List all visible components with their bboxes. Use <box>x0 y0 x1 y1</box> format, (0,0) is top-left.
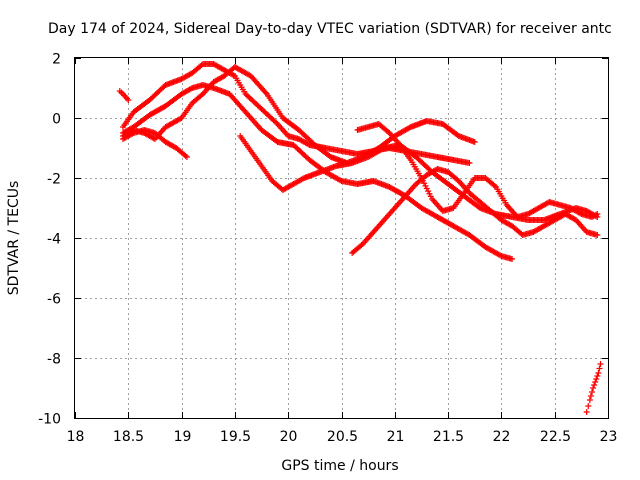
data-point <box>471 139 478 145</box>
data-point <box>198 62 205 69</box>
data-point <box>177 115 184 122</box>
data-point <box>497 252 504 259</box>
data-point <box>586 397 593 403</box>
x-tick-label: 21.5 <box>433 429 464 445</box>
data-point <box>427 193 434 200</box>
y-axis-label: SDTVAR / TECUs <box>6 181 22 296</box>
data-point <box>587 393 594 399</box>
data-point <box>358 242 365 249</box>
series-track-h <box>354 121 601 220</box>
data-point <box>577 210 584 217</box>
data-point <box>593 376 600 382</box>
data-point <box>230 72 237 79</box>
y-tick-label: -4 <box>47 232 61 248</box>
data-point <box>585 403 592 409</box>
data-point <box>466 160 473 166</box>
data-point <box>150 135 157 142</box>
data-point <box>593 211 600 218</box>
y-tick-label: 0 <box>52 112 61 128</box>
data-point <box>183 154 190 160</box>
series-track-f <box>237 133 601 223</box>
x-tick-label: 22 <box>493 429 511 445</box>
y-tick-label: -8 <box>47 352 61 368</box>
series-track-i <box>583 361 604 415</box>
x-tick-labels: 18 18.5 19 19.5 20 20.5 21 21.5 22 22.5 23 <box>67 429 618 445</box>
x-tick-label: 22.5 <box>540 429 571 445</box>
data-point <box>182 152 189 159</box>
series-track-a <box>116 88 132 103</box>
plot-frame <box>74 57 609 419</box>
data-point <box>596 365 603 372</box>
series-track-e <box>119 127 190 160</box>
x-tick-label: 19 <box>174 429 192 445</box>
data-point <box>425 188 432 195</box>
data-point <box>419 177 426 184</box>
data-point <box>590 385 597 391</box>
x-tick-label: 18 <box>67 429 85 445</box>
data-point <box>187 85 194 92</box>
x-tick-label: 20.5 <box>327 429 358 445</box>
data-point <box>583 409 590 415</box>
y-tick-labels: 2 0 -2 -4 -6 -8 -10 <box>38 52 61 428</box>
data-point <box>421 180 428 187</box>
data-point <box>426 190 433 197</box>
data-point <box>594 211 601 217</box>
chart-title: Day 174 of 2024, Sidereal Day-to-day VTE… <box>48 21 612 37</box>
data-point <box>337 177 344 184</box>
data-point <box>422 182 429 189</box>
data-point <box>597 361 604 367</box>
x-tick-label: 20 <box>280 429 298 445</box>
data-point <box>198 92 205 99</box>
data-point <box>454 176 461 183</box>
y-tick-label: -6 <box>47 292 61 308</box>
data-point <box>594 232 601 238</box>
y-tick-label: -10 <box>38 412 61 428</box>
data-point <box>129 130 136 137</box>
x-tick-label: 19.5 <box>220 429 251 445</box>
data-point <box>262 89 269 96</box>
x-tick-label: 18.5 <box>113 429 144 445</box>
data-point <box>423 185 430 192</box>
data-point <box>491 182 498 189</box>
data-point <box>273 119 280 126</box>
x-tick-label: 23 <box>600 429 618 445</box>
series-track-c <box>119 82 516 262</box>
data-point <box>595 370 602 376</box>
data-point <box>594 373 601 379</box>
x-tick-label: 21 <box>387 429 405 445</box>
data-point <box>418 175 425 181</box>
y-tick-label: 2 <box>52 52 61 68</box>
x-axis-label: GPS time / hours <box>281 458 398 474</box>
y-tick-label: -2 <box>47 172 61 188</box>
data-point <box>509 256 516 262</box>
data-point <box>591 382 598 388</box>
data-point <box>385 128 392 135</box>
data-marks <box>116 61 604 415</box>
data-point <box>589 389 596 395</box>
data-point <box>592 379 599 385</box>
data-point <box>125 97 132 103</box>
